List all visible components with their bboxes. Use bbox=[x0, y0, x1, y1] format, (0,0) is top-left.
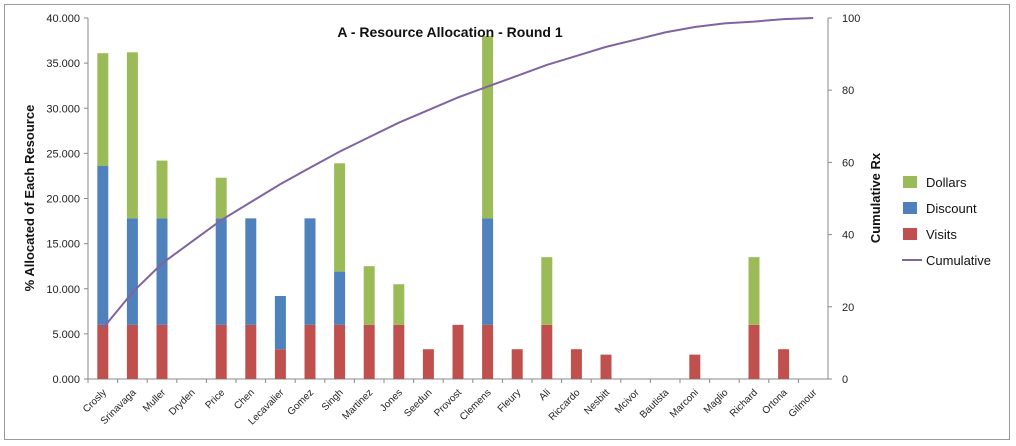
legend-label-discount: Discount bbox=[926, 201, 977, 216]
y-tick-label: 40.000 bbox=[46, 13, 80, 25]
x-tick-label: Martinez bbox=[340, 387, 375, 422]
bar-visits-provost bbox=[452, 324, 464, 379]
y2-tick-label: 40 bbox=[842, 230, 854, 242]
x-tick-label: Price bbox=[203, 387, 227, 411]
legend-swatch-discount bbox=[903, 202, 917, 214]
bar-dollars-singh bbox=[334, 163, 346, 272]
bar-discount-crosly bbox=[97, 166, 109, 325]
x-tick-label: Bautista bbox=[638, 387, 672, 421]
x-tick-label: Gomez bbox=[286, 387, 317, 418]
x-tick-label: Dryden bbox=[167, 387, 198, 418]
bar-visits-seedun bbox=[422, 349, 434, 379]
y-tick-label: 20.000 bbox=[46, 194, 80, 206]
bar-visits-lecavalier bbox=[274, 349, 286, 379]
bar-dollars-muller bbox=[156, 160, 168, 219]
bar-dollars-srinavaga bbox=[126, 52, 138, 219]
bar-visits-clemens bbox=[482, 324, 494, 379]
bar-visits-crosly bbox=[97, 324, 109, 379]
bar-dollars-jones bbox=[393, 284, 405, 325]
legend-label-dollars: Dollars bbox=[926, 175, 967, 190]
bar-discount-srinavaga bbox=[126, 218, 138, 325]
bar-discount-muller bbox=[156, 218, 168, 325]
x-tick-label: Mcivor bbox=[613, 387, 642, 416]
y-tick-label: 0.000 bbox=[52, 374, 80, 386]
bar-visits-ortona bbox=[778, 349, 790, 379]
y-axis-title: % Allocated of Each Resource bbox=[22, 105, 37, 292]
x-tick-label: Singh bbox=[320, 387, 346, 413]
x-tick-label: Gilmour bbox=[787, 387, 820, 420]
bar-dollars-price bbox=[215, 177, 227, 219]
x-tick-label: Seedun bbox=[402, 387, 434, 419]
bar-visits-gomez bbox=[304, 324, 316, 379]
bar-visits-nesbitt bbox=[600, 354, 612, 379]
bar-discount-clemens bbox=[482, 218, 494, 325]
x-tick-label: Muller bbox=[141, 387, 169, 415]
bar-dollars-ali bbox=[541, 257, 553, 325]
legend-label-visits: Visits bbox=[926, 227, 957, 242]
bar-visits-singh bbox=[334, 324, 346, 379]
bar-visits-jones bbox=[393, 324, 405, 379]
y-tick-label: 5.000 bbox=[52, 329, 80, 341]
x-tick-label: Maglio bbox=[702, 387, 731, 416]
x-tick-label: Nesbitt bbox=[582, 387, 612, 417]
bar-visits-fleury bbox=[511, 349, 523, 379]
bar-discount-singh bbox=[334, 271, 346, 325]
bar-visits-richard bbox=[748, 324, 760, 379]
y-tick-label: 25.000 bbox=[46, 148, 80, 160]
bar-discount-price bbox=[215, 218, 227, 325]
bar-discount-chen bbox=[245, 218, 257, 325]
cumulative-line bbox=[102, 17, 814, 330]
y-tick-label: 15.000 bbox=[46, 239, 80, 251]
y2-tick-label: 100 bbox=[842, 13, 860, 25]
chart-frame bbox=[4, 4, 1010, 440]
legend: Dollars Discount Visits Cumulative bbox=[902, 175, 991, 268]
bar-visits-muller bbox=[156, 324, 168, 379]
x-tick-label: Clemens bbox=[458, 387, 494, 423]
bar-visits-chen bbox=[245, 324, 257, 379]
chart-title: A - Resource Allocation - Round 1 bbox=[337, 24, 563, 40]
x-tick-label: Chen bbox=[232, 387, 257, 412]
y-tick-label: 10.000 bbox=[46, 284, 80, 296]
bar-dollars-clemens bbox=[482, 36, 494, 219]
bar-visits-srinavaga bbox=[126, 324, 138, 379]
y-tick-label: 30.000 bbox=[46, 103, 80, 115]
bar-dollars-crosly bbox=[97, 53, 109, 167]
legend-label-cumulative: Cumulative bbox=[926, 253, 991, 268]
x-tick-label: Richard bbox=[728, 387, 760, 419]
bar-discount-gomez bbox=[304, 218, 316, 325]
y2-tick-label: 80 bbox=[842, 85, 854, 97]
x-tick-label: Jones bbox=[378, 387, 405, 414]
x-tick-label: Ali bbox=[537, 387, 553, 403]
bar-visits-price bbox=[215, 324, 227, 379]
bar-dollars-richard bbox=[748, 257, 760, 325]
y2-tick-label: 20 bbox=[842, 302, 854, 314]
x-tick-label: Riccardo bbox=[547, 387, 583, 423]
bar-discount-lecavalier bbox=[274, 295, 286, 350]
bar-visits-marconi bbox=[689, 354, 701, 379]
bar-visits-martinez bbox=[363, 324, 375, 379]
y2-axis-title: Cumulative Rx bbox=[868, 152, 883, 243]
legend-swatch-dollars bbox=[903, 176, 917, 188]
legend-swatch-visits bbox=[903, 228, 917, 240]
bar-dollars-martinez bbox=[363, 266, 375, 325]
x-tick-label: Fleury bbox=[496, 387, 523, 414]
x-tick-label: Crosly bbox=[81, 387, 109, 415]
bar-visits-riccardo bbox=[570, 349, 582, 379]
y2-tick-label: 60 bbox=[842, 157, 854, 169]
y2-tick-label: 0 bbox=[842, 374, 848, 386]
bar-visits-ali bbox=[541, 324, 553, 379]
y-tick-label: 35.000 bbox=[46, 58, 80, 70]
x-tick-label: Marconi bbox=[668, 387, 701, 420]
